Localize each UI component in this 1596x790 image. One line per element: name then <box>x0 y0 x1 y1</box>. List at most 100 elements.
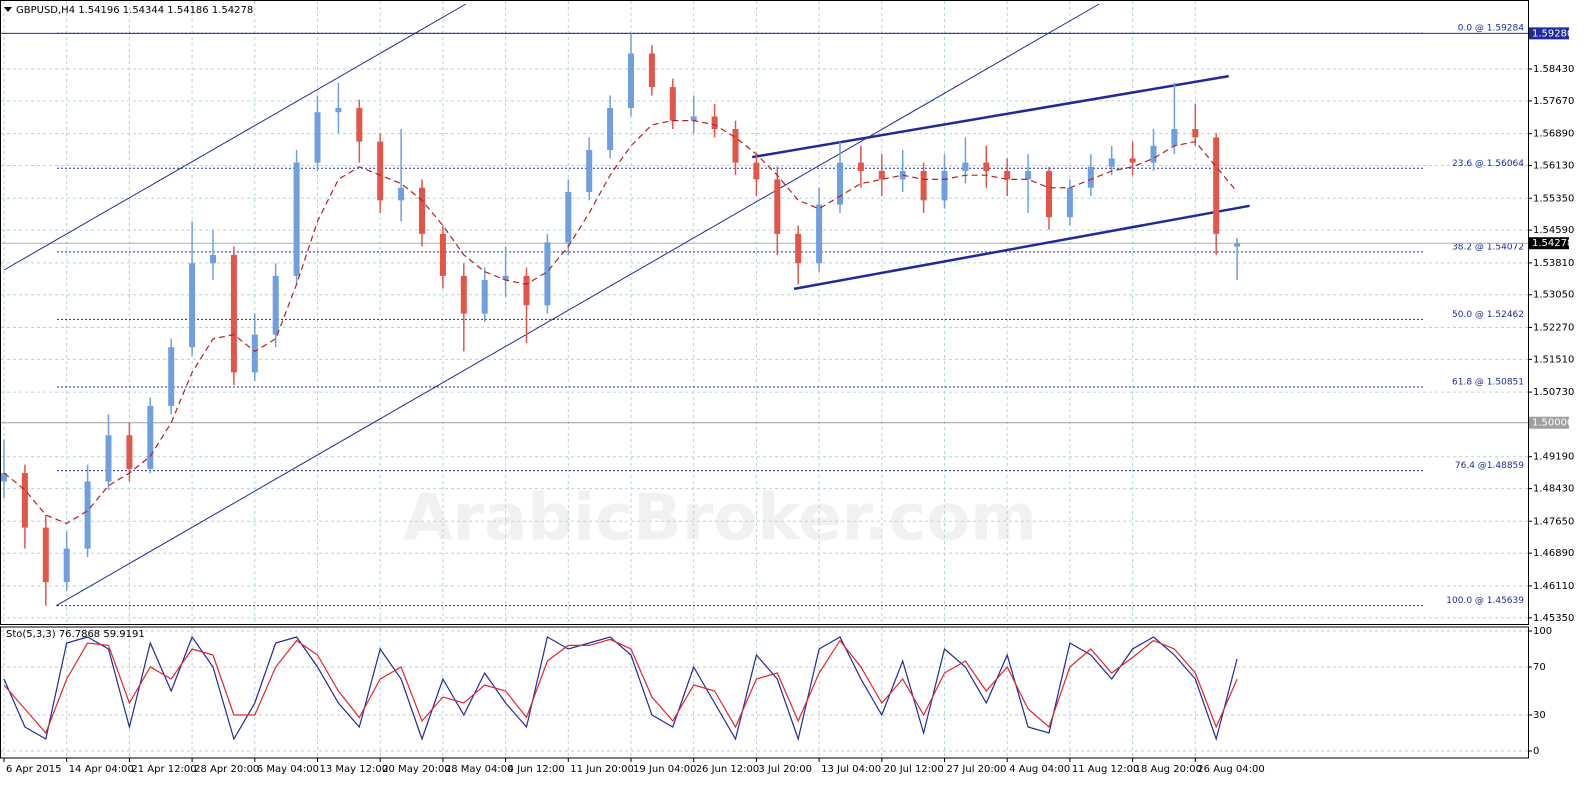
candle-body <box>502 275 509 281</box>
x-tick-label: 26 Jun 12:00 <box>696 764 760 775</box>
trendline <box>56 3 1100 607</box>
x-tick-label: 11 Jun 20:00 <box>570 764 634 775</box>
stochastic-line <box>3 635 1238 742</box>
candle-body <box>42 527 49 583</box>
fibonacci-label: 100.0 @ 1.45639 <box>1446 596 1524 606</box>
y-tick-label: 1.46110 <box>1533 581 1574 592</box>
x-tick-label: 6 May 04:00 <box>257 764 319 775</box>
x-tick-label: 20 Jul 12:00 <box>884 764 944 775</box>
candle-body <box>251 334 258 373</box>
candle-body <box>1 473 7 482</box>
fibonacci-label: 50.0 @ 1.52462 <box>1452 310 1524 320</box>
y-tick-label: 100 <box>1533 626 1552 637</box>
candle-body <box>795 233 802 264</box>
candle-body <box>1108 158 1115 167</box>
candle-body <box>565 191 572 243</box>
y-tick-label: 1.52270 <box>1533 322 1574 333</box>
candle-body <box>669 87 676 121</box>
y-tick-label: 0 <box>1533 746 1539 757</box>
candle-body <box>126 435 133 469</box>
x-tick-label: 20 May 20:00 <box>382 764 451 775</box>
y-tick-label: 1.48430 <box>1533 484 1574 495</box>
candle-body <box>878 170 885 180</box>
candle-body <box>544 242 551 306</box>
stochastic-line <box>3 638 1238 735</box>
candle-body <box>1129 158 1136 163</box>
candle-body <box>1234 243 1241 247</box>
candle-body <box>1046 170 1052 218</box>
fibonacci-label: 23.6 @ 1.56064 <box>1452 159 1524 169</box>
y-tick-label: 1.57670 <box>1533 96 1574 107</box>
y-tick-label: 1.56890 <box>1533 129 1574 140</box>
candle-body <box>84 481 91 549</box>
candle-body <box>1025 170 1032 180</box>
candle-body <box>774 179 781 234</box>
x-tick-label: 4 Aug 04:00 <box>1009 764 1070 775</box>
y-tick-label: 1.53050 <box>1533 290 1574 301</box>
y-tick-label: 1.46890 <box>1533 548 1574 559</box>
price-tag <box>1529 27 1569 40</box>
y-tick-label: 30 <box>1533 710 1546 721</box>
candle-body <box>1066 187 1073 218</box>
candle-body <box>983 162 990 171</box>
candle-body <box>920 170 927 201</box>
price-tag-label: 1.50000 <box>1532 418 1573 429</box>
candle-body <box>857 162 864 171</box>
title-icon <box>4 7 12 12</box>
candle-body <box>1087 166 1094 188</box>
x-tick-label: 27 Jul 20:00 <box>947 764 1007 775</box>
y-tick-label: 1.53810 <box>1533 258 1574 269</box>
indicator-title: Sto(5,3,3) 76.7868 59.9191 <box>6 629 145 640</box>
candle-body <box>356 108 363 142</box>
trendline <box>752 74 1229 159</box>
price-tag-label: 1.54278 <box>1532 238 1573 249</box>
y-tick-label: 1.49190 <box>1533 452 1574 463</box>
chart-title: GBPUSD,H4 1.54196 1.54344 1.54186 1.5427… <box>16 5 253 16</box>
price-tag <box>1529 237 1569 250</box>
moving-average <box>3 120 1238 525</box>
candle-body <box>439 233 446 276</box>
x-tick-label: 19 Jun 04:00 <box>633 764 697 775</box>
candle-body <box>1150 145 1157 163</box>
candle-body <box>816 204 823 264</box>
candle-body <box>481 280 488 314</box>
y-tick-label: 1.58430 <box>1533 64 1574 75</box>
y-tick-label: 70 <box>1533 662 1546 673</box>
x-tick-label: 13 May 12:00 <box>320 764 389 775</box>
x-tick-label: 21 Apr 12:00 <box>131 764 196 775</box>
x-tick-label: 4 Jun 12:00 <box>508 764 565 775</box>
price-tag-label: 1.59280 <box>1532 28 1573 39</box>
y-tick-label: 1.50730 <box>1533 387 1574 398</box>
candle-body <box>1171 129 1178 146</box>
x-tick-label: 14 Apr 04:00 <box>69 764 134 775</box>
y-tick-label: 1.45350 <box>1533 613 1574 624</box>
candle-body <box>210 254 216 264</box>
price-tag <box>1529 416 1569 429</box>
x-tick-label: 6 Apr 2015 <box>6 764 61 775</box>
plot-frame <box>0 0 1529 625</box>
candle-body <box>189 263 196 348</box>
candle-body <box>419 187 425 234</box>
x-tick-label: 13 Jul 04:00 <box>821 764 881 775</box>
candle-body <box>230 254 237 373</box>
candle-body <box>628 53 634 109</box>
candle-body <box>168 347 175 406</box>
trendline <box>3 3 467 271</box>
x-tick-label: 26 Aug 04:00 <box>1197 764 1264 775</box>
x-tick-label: 11 Aug 12:00 <box>1072 764 1139 775</box>
trendline <box>793 204 1250 291</box>
candle-body <box>1213 137 1220 234</box>
candle-body <box>21 473 28 528</box>
candle-body <box>398 187 405 201</box>
candle-body <box>607 108 614 151</box>
candle-body <box>293 162 300 276</box>
x-tick-label: 28 Apr 20:00 <box>194 764 259 775</box>
candle-body <box>586 150 593 192</box>
y-tick-label: 1.51510 <box>1533 354 1574 365</box>
candle-body <box>941 170 948 201</box>
candle-body <box>711 116 718 130</box>
y-tick-label: 1.56130 <box>1533 161 1574 172</box>
candle-body <box>272 275 279 335</box>
